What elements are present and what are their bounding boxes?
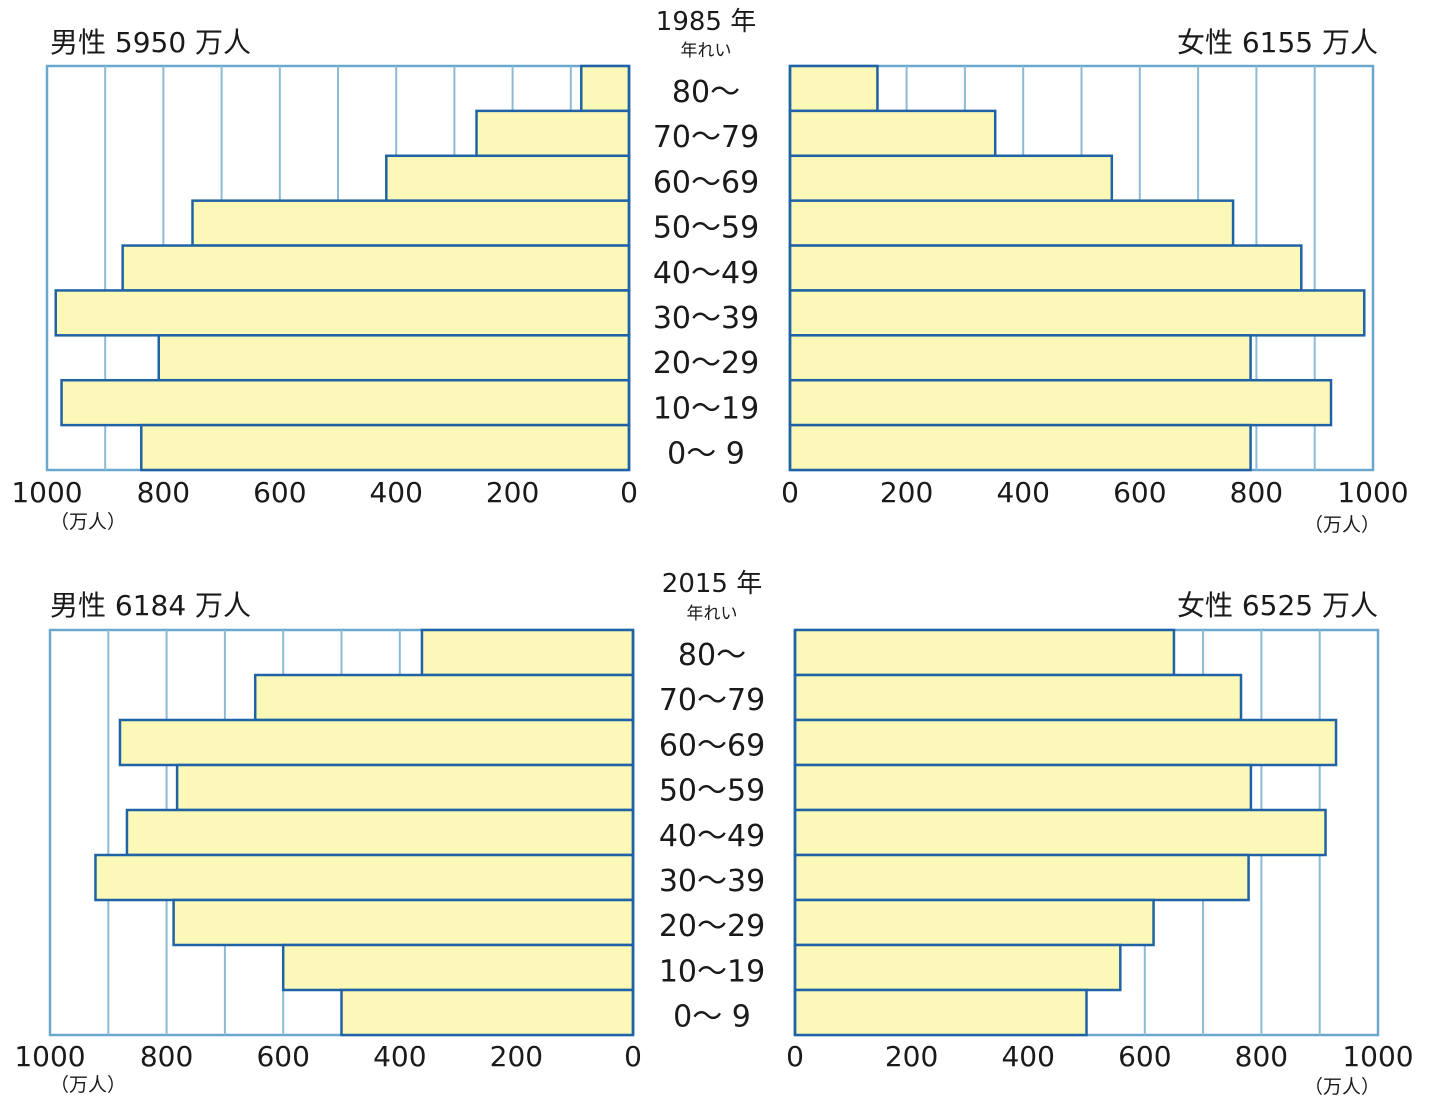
female-bar <box>788 244 1303 292</box>
age-category-label: 0〜 9 <box>667 437 745 472</box>
x-tick-label: 1000 <box>1342 1040 1413 1073</box>
male-bar <box>340 988 635 1037</box>
female-bar <box>788 109 997 158</box>
unit-label: （万人） <box>50 511 126 533</box>
age-category-label: 0〜 9 <box>673 1000 751 1035</box>
x-tick-label: 800 <box>1230 476 1283 509</box>
female-bar <box>793 628 1176 677</box>
male-bar <box>191 199 631 247</box>
x-tick-label: 800 <box>1235 1040 1288 1073</box>
age-category-label: 10〜19 <box>653 391 759 426</box>
x-tick-label: 800 <box>140 1040 193 1073</box>
female-bar <box>793 808 1327 857</box>
year-label: 1985 年 <box>656 7 756 37</box>
x-tick-label: 600 <box>253 476 306 509</box>
unit-label: （万人） <box>1304 1076 1380 1098</box>
x-tick-label: 0 <box>624 1040 642 1073</box>
male-bar <box>172 898 635 947</box>
series-title: 男性 6184 万人 <box>50 589 251 622</box>
age-category-label: 40〜49 <box>653 256 759 291</box>
male-bar <box>385 154 631 202</box>
series-title: 女性 6525 万人 <box>1177 589 1378 622</box>
x-tick-label: 800 <box>137 476 190 509</box>
age-category-label: 80〜 <box>672 75 740 110</box>
age-axis-label: 年れい <box>687 604 738 624</box>
male-bar <box>54 289 631 337</box>
female-bar <box>788 423 1252 472</box>
male-bar <box>475 109 631 158</box>
x-tick-label: 1000 <box>11 476 82 509</box>
age-category-label: 40〜49 <box>659 819 765 854</box>
male-bar <box>157 334 631 382</box>
age-category-label: 60〜69 <box>659 728 765 763</box>
male-bar <box>60 378 631 427</box>
age-category-label: 70〜79 <box>653 120 759 155</box>
x-tick-label: 1000 <box>14 1040 85 1073</box>
x-tick-label: 400 <box>373 1040 426 1073</box>
female-panel: 女性 6155 万人 0 200 400 600 800 1000 （万人） <box>781 26 1409 536</box>
age-category-label: 50〜59 <box>653 211 759 246</box>
x-tick-label: 400 <box>369 476 422 509</box>
female-bar <box>788 378 1333 427</box>
year-label: 2015 年 <box>662 569 762 599</box>
male-bar <box>125 808 635 857</box>
age-category-label: 10〜19 <box>659 954 765 989</box>
female-bar <box>788 64 879 113</box>
male-bar <box>420 628 635 677</box>
x-tick-label: 600 <box>1118 1040 1171 1073</box>
x-tick-label: 600 <box>1113 476 1166 509</box>
female-bar <box>793 898 1155 947</box>
age-category-label: 30〜39 <box>653 301 759 336</box>
female-bar <box>793 988 1088 1037</box>
female-bar <box>788 289 1366 337</box>
female-bar <box>788 334 1252 382</box>
age-axis-label: 年れい <box>681 41 732 61</box>
x-tick-label: 1000 <box>1337 476 1408 509</box>
x-tick-label: 400 <box>1001 1040 1054 1073</box>
x-tick-label: 200 <box>885 1040 938 1073</box>
male-bar <box>94 853 635 902</box>
x-tick-label: 200 <box>880 476 933 509</box>
x-tick-label: 0 <box>781 476 799 509</box>
male-bar <box>580 64 631 113</box>
x-tick-label: 0 <box>620 476 638 509</box>
series-title: 女性 6155 万人 <box>1177 26 1378 59</box>
female-bar <box>788 199 1235 247</box>
female-bar <box>793 943 1122 992</box>
male-bar <box>118 718 635 767</box>
unit-label: （万人） <box>50 1074 126 1096</box>
female-bar <box>793 718 1338 767</box>
male-bar <box>121 244 631 292</box>
age-category-label: 30〜39 <box>659 864 765 899</box>
female-panel: 女性 6525 万人 0 200 400 600 800 1000 （万人） <box>786 589 1414 1098</box>
age-category-label: 50〜59 <box>659 774 765 809</box>
age-category-label: 20〜29 <box>659 909 765 944</box>
male-panel: 男性 6184 万人 0 200 400 600 800 1000（万人） <box>14 589 642 1096</box>
female-bar <box>793 763 1253 812</box>
x-tick-label: 200 <box>490 1040 543 1073</box>
x-tick-label: 600 <box>256 1040 309 1073</box>
male-panel: 男性 5950 万人 0 200 400 600 800 1000（万人） <box>11 26 638 533</box>
age-category-label: 60〜69 <box>653 165 759 200</box>
male-bar <box>253 673 635 722</box>
age-category-label: 80〜 <box>678 638 746 673</box>
female-bar <box>788 154 1114 202</box>
male-bar <box>281 943 635 992</box>
x-tick-label: 200 <box>486 476 539 509</box>
x-tick-label: 400 <box>996 476 1049 509</box>
age-category-label: 70〜79 <box>659 683 765 718</box>
female-bar <box>793 853 1250 902</box>
x-tick-label: 0 <box>786 1040 804 1073</box>
female-bar <box>793 673 1243 722</box>
series-title: 男性 5950 万人 <box>50 26 251 59</box>
unit-label: （万人） <box>1304 514 1380 536</box>
age-category-label: 20〜29 <box>653 346 759 381</box>
male-bar <box>175 763 635 812</box>
male-bar <box>140 423 631 472</box>
